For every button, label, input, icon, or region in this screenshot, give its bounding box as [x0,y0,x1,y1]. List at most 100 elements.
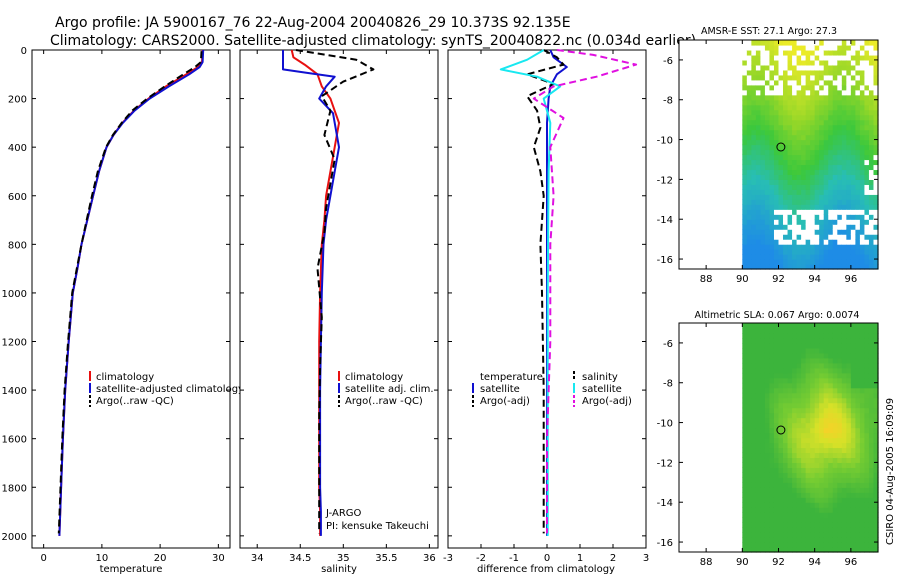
map-cell [868,427,875,434]
map-cell [819,119,825,126]
map-cell [855,224,861,230]
map-cell [792,352,798,359]
salinity-axes-frame [239,49,439,549]
map-cell [846,462,852,468]
map-cell [751,99,757,106]
map-cell [769,412,775,419]
map-cell [859,204,866,210]
map-cell [823,472,829,478]
map-cell [787,64,793,71]
map-cell [819,432,825,439]
map-cell [837,189,843,195]
map-cell [837,239,843,245]
map-cell [760,337,766,344]
map-cell [783,422,789,429]
map-cell [755,44,762,51]
map-cell [819,427,825,434]
map-cell [841,347,847,354]
map-cell [819,79,825,86]
map-cell [832,174,838,180]
map-cell [746,64,752,71]
map-cell [778,342,784,349]
map-cell [783,542,789,548]
map-cell [850,44,856,51]
map-cell [746,214,752,220]
map-cell [805,323,811,329]
map-cell [764,347,771,354]
map-cell [751,184,757,190]
map-cell [837,234,843,240]
map-cell [801,40,807,46]
map-cell [792,462,798,468]
map-cell [837,59,843,66]
legend-label-climatology: climatology [96,372,154,383]
map-cell [787,169,793,176]
map-cell [755,129,762,136]
map-cell [823,64,829,71]
map-cell [805,462,811,468]
map-cell [755,49,762,56]
map-cell [846,94,852,101]
map-cell [755,164,762,171]
map-cell [841,362,847,369]
map-cell [832,184,838,190]
map-cell [792,40,798,46]
map-cell [810,264,816,270]
map-cell [742,189,748,195]
map-x-tick-label: 92 [772,557,785,568]
map-cell [792,457,798,463]
map-cell [787,462,793,468]
difference-ticks: -3 -2 -1 0 1 2 3 [443,49,649,564]
map-cell [855,417,861,424]
map-cell [810,194,816,200]
map-cell [792,472,798,478]
map-cell [787,432,793,439]
map-cell [746,169,752,176]
map-cell [760,209,766,215]
map-cell [751,114,757,121]
map-cell [746,517,752,523]
legend-label-argo: Argo(..raw -QC) [345,396,423,407]
map-cell [864,497,870,503]
map-cell [823,159,829,166]
map-cell [778,199,784,205]
map-cell [801,69,807,76]
map-cell [769,482,775,488]
map-cell [837,487,843,493]
map-cell [819,264,825,270]
map-cell [787,114,793,121]
map-cell [773,482,780,488]
map-cell [773,492,780,498]
map-cell [792,184,798,190]
map-cell [783,239,789,245]
x-tick-label: 20 [154,553,167,564]
map-cell [864,502,870,508]
map-cell [796,84,802,91]
map-cell [850,54,856,61]
map-cell [846,537,852,543]
map-cell [841,179,847,185]
map-cell [801,64,807,71]
map-cell [801,497,807,503]
map-cell [846,109,852,116]
map-cell [751,537,757,543]
map-cell [841,422,847,429]
map-cell [751,44,757,51]
map-cell [864,542,870,548]
map-cell [814,174,820,180]
map-cell [783,109,789,116]
map-cell [859,129,866,136]
map-cell [832,362,838,369]
annotation-pi: PI: kensuke Takeuchi [326,521,429,532]
map-cell [828,154,834,161]
map-cell [819,447,825,454]
map-cell [832,357,838,364]
map-cell [846,259,852,265]
map-cell [864,204,870,210]
map-cell [773,49,780,56]
map-cell [783,114,789,121]
map-cell [810,407,816,414]
map-cell [792,114,798,121]
map-cell [773,382,780,389]
map-cell [783,512,789,518]
